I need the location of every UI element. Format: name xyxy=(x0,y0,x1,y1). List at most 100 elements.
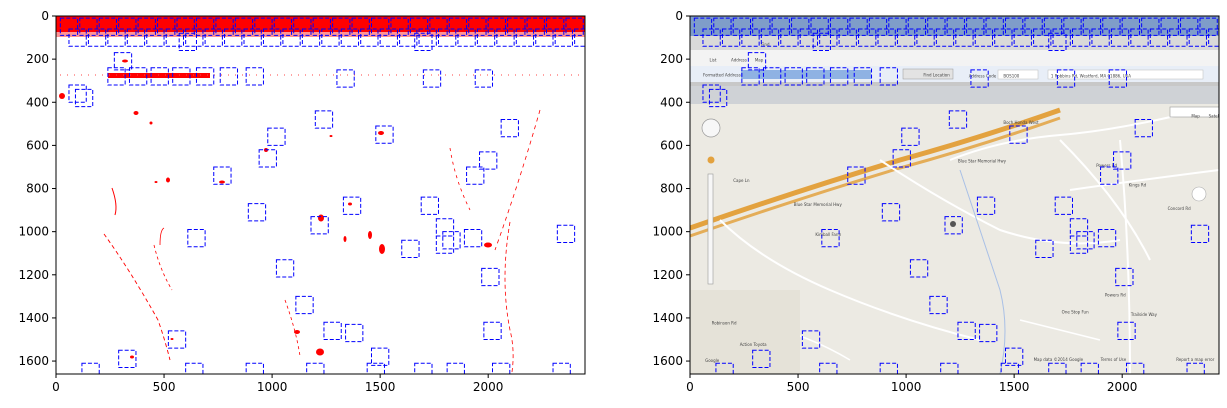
detection-box xyxy=(204,28,223,47)
detection-boxes xyxy=(693,17,1219,374)
mask-trace xyxy=(103,233,171,361)
detection-box xyxy=(262,28,282,47)
map-label: Concord Rd xyxy=(1168,206,1192,211)
map-label: List xyxy=(709,57,716,62)
detection-boxes xyxy=(59,17,585,374)
left-plot-background xyxy=(56,16,585,374)
map-label: 1 Robbins Rd, Westford, MA 01886, USA xyxy=(1051,73,1131,78)
arrow-right-icon[interactable] xyxy=(1191,186,1207,202)
detection-box xyxy=(1186,362,1205,374)
map-label: Map xyxy=(755,57,764,62)
x-tick-label: 1000 xyxy=(257,380,288,394)
detection-box xyxy=(1126,362,1145,374)
detection-box xyxy=(896,28,916,47)
y-tick-label: 200 xyxy=(26,52,49,66)
detection-box xyxy=(552,362,571,374)
mask-top-band-lower xyxy=(56,32,585,37)
detection-box xyxy=(877,28,896,47)
detection-box xyxy=(345,323,364,343)
detection-box xyxy=(107,67,126,86)
detection-box xyxy=(213,166,232,185)
detection-box xyxy=(185,28,204,47)
y-tick-label: 1400 xyxy=(652,311,683,325)
mask-blob xyxy=(149,121,153,125)
road xyxy=(879,159,1121,245)
detection-box xyxy=(1169,28,1188,47)
address-code-field[interactable] xyxy=(997,69,1039,80)
detection-box xyxy=(1208,28,1219,47)
detection-box xyxy=(1056,69,1076,88)
detection-box xyxy=(483,321,502,340)
detection-box xyxy=(314,110,334,129)
detection-box xyxy=(167,330,187,349)
detection-box xyxy=(806,67,825,86)
detection-box xyxy=(974,28,994,47)
detection-box xyxy=(799,28,818,47)
detection-box xyxy=(195,67,215,86)
detection-box xyxy=(1000,362,1019,374)
find-location-button[interactable] xyxy=(902,68,954,80)
highway-blue-star xyxy=(690,107,1061,231)
map-label: Map xyxy=(1191,113,1200,118)
x-tick-label: 2000 xyxy=(473,380,504,394)
detection-box xyxy=(955,28,974,47)
detection-box xyxy=(187,229,206,248)
detection-box xyxy=(267,127,286,146)
detection-box xyxy=(1004,347,1024,366)
y-tick-label: 1600 xyxy=(18,354,49,368)
detection-box xyxy=(165,28,184,47)
pegman-icon[interactable] xyxy=(707,156,715,164)
map-type-control[interactable] xyxy=(1169,106,1219,118)
mask-blob xyxy=(122,59,128,63)
y-tick-label: 0 xyxy=(675,9,683,23)
sidebar-strip xyxy=(690,86,1219,104)
mask-blob xyxy=(348,202,352,206)
detection-box xyxy=(909,259,929,278)
detection-box xyxy=(760,28,780,47)
zoom-slider[interactable] xyxy=(707,173,714,285)
right-plot-frame xyxy=(689,15,1220,375)
road xyxy=(1119,139,1131,374)
detection-box xyxy=(435,235,455,254)
browser-toolbar xyxy=(690,16,1219,36)
detection-box xyxy=(702,84,721,103)
detection-box xyxy=(74,88,94,108)
detection-box xyxy=(1035,239,1054,259)
detection-box xyxy=(68,28,87,47)
detection-box xyxy=(515,28,535,47)
map-label: Google xyxy=(705,358,720,363)
detection-box xyxy=(118,349,137,369)
detection-box xyxy=(838,28,857,47)
detection-box xyxy=(479,151,498,170)
mask-trace xyxy=(111,187,117,216)
detection-box xyxy=(275,259,295,278)
detection-box xyxy=(948,110,968,129)
detection-box xyxy=(721,28,741,47)
road xyxy=(1069,169,1219,191)
detection-box xyxy=(784,67,803,86)
detection-box xyxy=(258,149,277,168)
formatted-address-field[interactable] xyxy=(1047,69,1204,80)
left-axes: 0 500 1000 1500 2000 0 200 400 600 800 1000 1200 140… xyxy=(18,9,503,394)
detection-box xyxy=(970,69,989,88)
detection-box xyxy=(554,28,573,47)
y-tick-label: 1600 xyxy=(652,354,683,368)
tab-strip xyxy=(690,50,1219,66)
detection-box xyxy=(476,28,496,47)
mask-blob xyxy=(294,330,300,334)
detection-box xyxy=(446,362,465,374)
map-label: Address xyxy=(731,57,747,62)
map-label: Formatted Address xyxy=(703,72,741,77)
detection-box xyxy=(87,28,107,47)
detection-box xyxy=(762,67,782,86)
map-label: Action Toyota xyxy=(740,342,767,347)
pan-control[interactable] xyxy=(701,118,721,138)
detection-box xyxy=(295,295,314,315)
y-tick-label: 400 xyxy=(660,95,683,109)
mask-blob xyxy=(170,338,174,340)
detection-box xyxy=(1115,267,1134,287)
mask-blob xyxy=(130,355,134,359)
address-input[interactable] xyxy=(741,70,871,79)
detection-box xyxy=(957,321,976,340)
detection-box xyxy=(366,362,385,374)
